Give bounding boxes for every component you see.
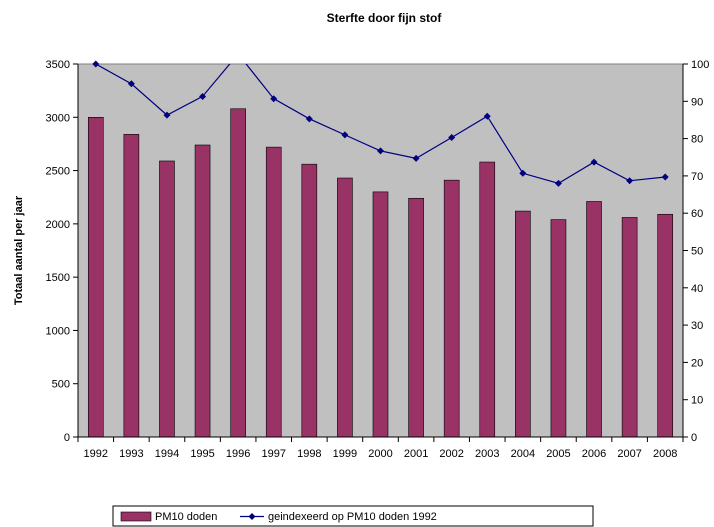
- x-tick-label: 2008: [653, 448, 677, 460]
- point-geindexeerd-2001: [412, 154, 420, 162]
- bar-pm10-doden-2005: [550, 219, 567, 438]
- y2-tick-label: 90: [691, 96, 703, 108]
- y-tick-label: 500: [52, 379, 70, 391]
- x-tick-label: 2005: [546, 448, 570, 460]
- y2-tick-label: 60: [691, 208, 703, 220]
- x-tick-label: 1999: [333, 448, 357, 460]
- legend-box: [112, 505, 594, 527]
- y-tick-label: 3000: [46, 112, 70, 124]
- point-geindexeerd-2007: [626, 177, 634, 185]
- bar-pm10-doden-2008: [657, 213, 674, 438]
- legend: PM10 doden geindexeerd op PM10 doden 1992: [112, 505, 594, 527]
- bar-pm10-doden-2006: [586, 201, 602, 438]
- chart-title: Sterfte door fijn stof: [327, 11, 443, 25]
- point-geindexeerd-2006: [590, 158, 598, 166]
- point-geindexeerd-2002: [448, 133, 456, 141]
- legend-label-geindexeerd: geindexeerd op PM10 doden 1992: [268, 511, 437, 523]
- point-geindexeerd-1992: [92, 60, 100, 68]
- plot-area: 0 500 1000 1500 2000 2500 3000 3500 0 10 20 30 40 50 6…: [46, 59, 710, 460]
- bar-pm10-doden-1992: [87, 116, 104, 438]
- bar-pm10-doden-1998: [301, 163, 318, 438]
- x-tick-label: 1992: [84, 448, 108, 460]
- y2-tick-label: 30: [691, 320, 703, 332]
- legend-swatch-pm10-doden: [120, 511, 152, 522]
- bar-pm10-doden-1993: [123, 134, 140, 438]
- x-tick-label: 2001: [404, 448, 428, 460]
- bar-pm10-doden-2001: [408, 197, 424, 438]
- x-tick-label: 1993: [119, 448, 143, 460]
- x-tick-label: 2000: [368, 448, 392, 460]
- bar-pm10-doden-2007: [621, 217, 638, 438]
- point-geindexeerd-1995: [199, 92, 207, 100]
- point-geindexeerd-2005: [554, 179, 562, 187]
- x-tick-label: 2007: [617, 448, 641, 460]
- y2-tick-label: 40: [691, 283, 703, 295]
- x-tick-label: 1994: [155, 448, 179, 460]
- bar-pm10-doden-1996: [230, 108, 246, 438]
- y-tick-label: 1000: [46, 325, 70, 337]
- y-tick-label: 2000: [46, 219, 70, 231]
- x-tick-label: 2003: [475, 448, 499, 460]
- x-tick-label: 2002: [439, 448, 463, 460]
- y2-tick-label: 0: [691, 432, 697, 444]
- x-tick-label: 1995: [190, 448, 214, 460]
- x-tick-label: 1997: [261, 448, 285, 460]
- bar-pm10-doden-1994: [159, 160, 175, 438]
- y-tick-label: 3500: [46, 59, 70, 71]
- y2-tick-label: 100: [691, 59, 709, 71]
- point-geindexeerd-2003: [483, 112, 491, 120]
- x-tick-label: 2004: [511, 448, 535, 460]
- legend-swatch-geindexeerd-marker: [248, 513, 256, 520]
- y2-tick-label: 70: [691, 171, 703, 183]
- bar-pm10-doden-1999: [337, 177, 353, 438]
- point-geindexeerd-2004: [519, 169, 527, 177]
- bar-pm10-doden-2002: [443, 179, 460, 438]
- y2-tick-label: 20: [691, 357, 703, 369]
- y-tick-label: 2500: [46, 166, 70, 178]
- legend-label-pm10-doden: PM10 doden: [155, 511, 217, 523]
- x-tick-label: 1998: [297, 448, 321, 460]
- point-geindexeerd-2008: [661, 173, 669, 181]
- bar-pm10-doden-2004: [515, 210, 531, 438]
- x-tick-label: 1996: [226, 448, 250, 460]
- x-tick-label: 2006: [582, 448, 606, 460]
- y-tick-label: 1500: [46, 272, 70, 284]
- y-axis-label: Totaal aantal per jaar: [13, 195, 25, 305]
- bar-pm10-doden-2003: [479, 161, 496, 438]
- bar-pm10-doden-1995: [194, 144, 211, 438]
- bar-pm10-doden-1997: [265, 146, 282, 438]
- y2-tick-label: 10: [691, 395, 703, 407]
- bar-pm10-doden-2000: [372, 191, 389, 438]
- point-geindexeerd-1994: [163, 111, 171, 119]
- point-geindexeerd-2000: [377, 147, 384, 155]
- point-geindexeerd-1993: [127, 80, 135, 88]
- y2-tick-label: 80: [691, 134, 703, 146]
- point-geindexeerd-1997: [270, 95, 278, 103]
- point-geindexeerd-1999: [341, 131, 349, 139]
- y-tick-label: 0: [64, 432, 70, 444]
- y2-tick-label: 50: [691, 246, 703, 258]
- point-geindexeerd-1998: [305, 115, 313, 123]
